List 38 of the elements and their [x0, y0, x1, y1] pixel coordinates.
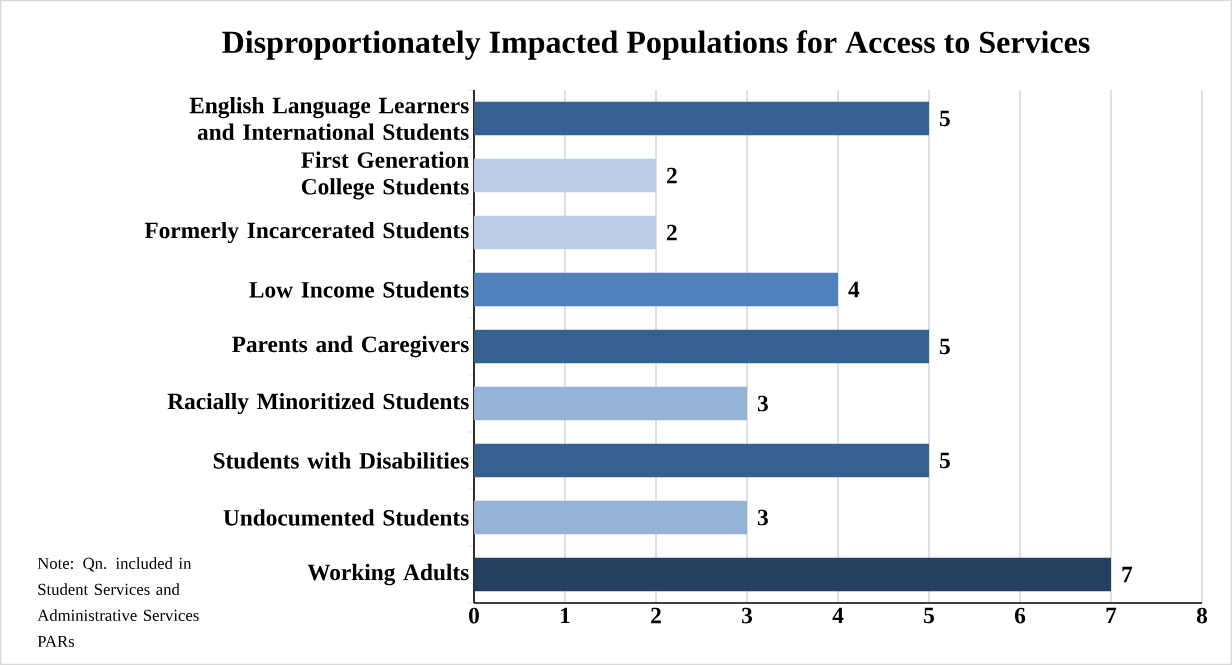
- data-label: 4: [848, 281, 860, 298]
- y-tick-label: Formerly Incarcerated Students: [144, 221, 469, 244]
- bar: [474, 329, 929, 364]
- data-label: 2: [667, 224, 677, 241]
- data-label: 3: [757, 509, 768, 526]
- y-tick-label: First Generation College Students: [301, 151, 469, 200]
- bar: [474, 557, 1111, 592]
- data-label: 7: [1122, 566, 1133, 583]
- x-tick-label: 1: [561, 607, 570, 624]
- data-label: 5: [939, 452, 950, 469]
- x-tick-label: 3: [742, 607, 753, 624]
- bar: [474, 101, 929, 136]
- data-label: 5: [939, 110, 950, 127]
- y-tick-label: English Language Learners and International Students: [189, 96, 469, 141]
- data-label: 3: [757, 395, 768, 412]
- y-tick-label: Low Income Students: [249, 281, 469, 298]
- x-tick-label: 4: [832, 607, 844, 624]
- data-label: 5: [939, 338, 950, 355]
- bar: [474, 443, 929, 478]
- bar: [474, 158, 656, 193]
- y-tick-label: Working Adults: [307, 563, 469, 586]
- bar: [474, 386, 747, 421]
- bar: [474, 215, 656, 250]
- y-tick-label: Students with Disabilities: [213, 452, 469, 469]
- bar: [474, 500, 747, 535]
- x-tick-label: 8: [1196, 607, 1208, 624]
- y-tick-label: Parents and Caregivers: [232, 335, 469, 358]
- y-tick-label: Undocumented Students: [223, 509, 469, 526]
- bar: [474, 272, 838, 307]
- x-tick-label: 0: [469, 607, 479, 624]
- data-label: 2: [667, 167, 677, 184]
- y-tick-label: Racially Minoritized Students: [167, 392, 469, 415]
- chart-title: Disproportionately Impacted Populations for Access to Services: [222, 30, 1090, 60]
- x-tick-label: 6: [1014, 607, 1026, 624]
- text: Note: Qn. included in Student Services and Administrative Services PARs: [37, 557, 199, 647]
- x-tick-label: 5: [924, 607, 934, 624]
- x-tick-label: 2: [651, 607, 661, 624]
- x-tick-label: 7: [1106, 607, 1117, 623]
